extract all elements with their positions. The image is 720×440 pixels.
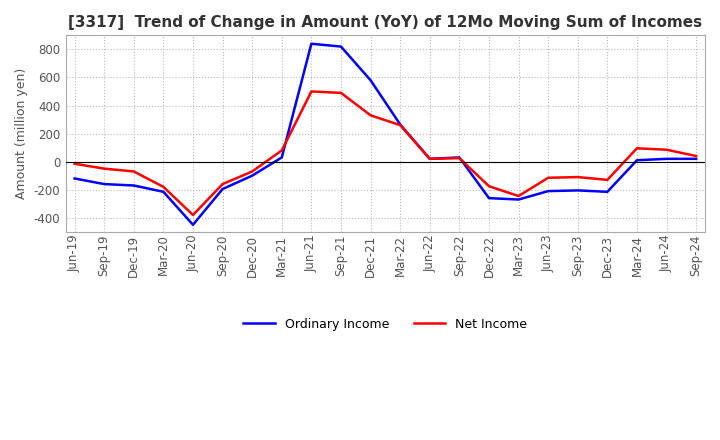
Net Income [455,155,464,161]
Net Income [633,146,642,151]
Net Income [337,90,346,95]
Net Income [189,213,197,218]
Net Income [573,174,582,180]
Net Income [248,169,256,174]
Net Income [307,89,315,94]
Net Income [485,183,493,189]
Net Income [159,184,168,190]
Ordinary Income [455,155,464,160]
Ordinary Income [633,158,642,163]
Net Income [218,181,227,187]
Net Income [662,147,671,152]
Net Income [603,177,612,183]
Net Income [366,113,375,118]
Net Income [426,156,434,161]
Ordinary Income [218,187,227,192]
Net Income [514,193,523,198]
Net Income [544,175,552,180]
Ordinary Income [189,222,197,227]
Net Income [396,122,405,128]
Y-axis label: Amount (million yen): Amount (million yen) [15,68,28,199]
Ordinary Income [307,41,315,46]
Net Income [100,166,109,171]
Ordinary Income [662,156,671,161]
Line: Net Income: Net Income [75,92,696,215]
Ordinary Income [277,155,286,160]
Ordinary Income [692,156,701,161]
Line: Ordinary Income: Ordinary Income [75,44,696,225]
Ordinary Income [100,181,109,187]
Ordinary Income [337,44,346,49]
Title: [3317]  Trend of Change in Amount (YoY) of 12Mo Moving Sum of Incomes: [3317] Trend of Change in Amount (YoY) o… [68,15,703,30]
Ordinary Income [366,77,375,83]
Ordinary Income [573,188,582,193]
Ordinary Income [159,189,168,194]
Net Income [71,161,79,166]
Net Income [130,169,138,174]
Ordinary Income [396,122,405,127]
Ordinary Income [544,188,552,194]
Ordinary Income [426,156,434,161]
Net Income [692,154,701,159]
Ordinary Income [603,189,612,194]
Ordinary Income [71,176,79,181]
Ordinary Income [514,197,523,202]
Ordinary Income [248,173,256,178]
Legend: Ordinary Income, Net Income: Ordinary Income, Net Income [238,313,532,336]
Ordinary Income [130,183,138,188]
Net Income [277,148,286,153]
Ordinary Income [485,195,493,201]
